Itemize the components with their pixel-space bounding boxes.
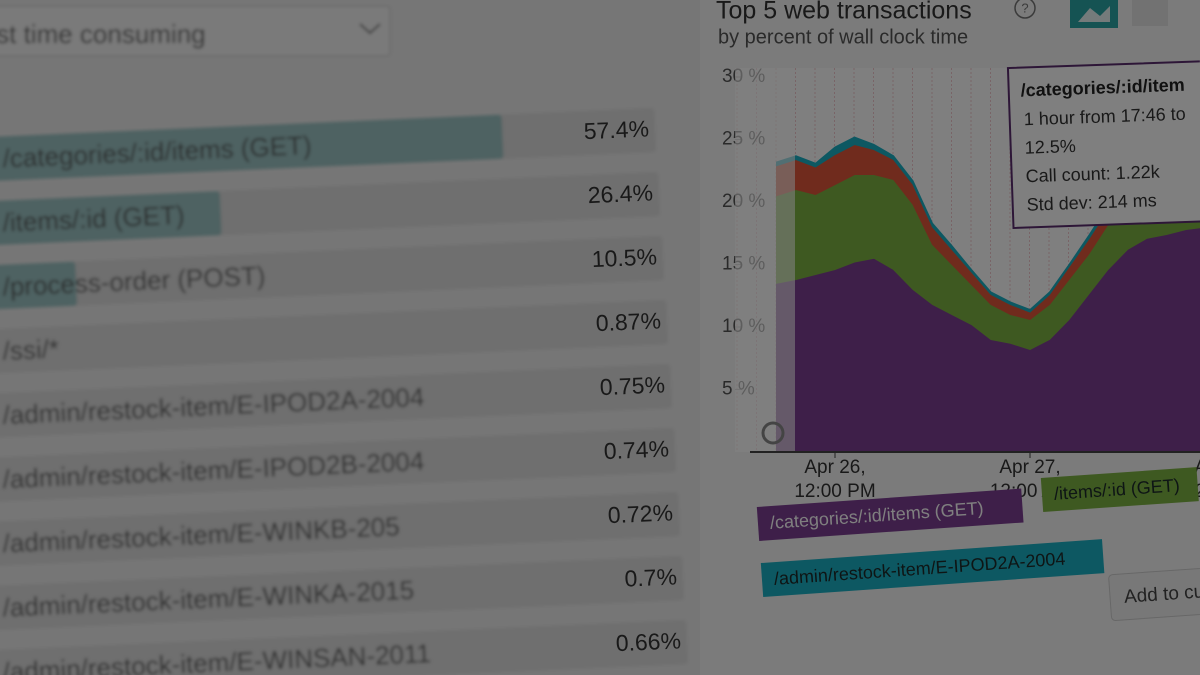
help-icon-mark: ?: [1021, 0, 1028, 15]
transaction-row: /categories/:id/items (GET)57.4%: [0, 108, 656, 182]
row-blurred: /admin/restock-item/E-IPOD2A-2004: [0, 364, 672, 438]
label-line: 12:00 PM: [794, 481, 875, 502]
row-value: 0.74%: [603, 435, 669, 464]
transaction-row: /admin/restock-item/E-WINSAN-2011 0.66%: [0, 620, 688, 675]
dropdown[interactable]: Most time consuming: [0, 5, 391, 57]
row-value: 0.66%: [615, 627, 681, 656]
row-value: 0.87%: [595, 307, 661, 336]
transaction-row: /admin/restock-item/E-WINKA-2015 0.7%: [0, 556, 684, 631]
transaction-row: /admin/restock-item/E-IPOD2A-2004 0.75%: [0, 364, 672, 438]
transaction-row: /ssi/* 0.87%: [0, 300, 668, 374]
row-value: 57.4%: [583, 115, 649, 144]
transaction-row: /process-order (POST)10.5%: [0, 236, 664, 310]
dropdown-label: Most time consuming: [0, 19, 206, 49]
transaction-row: /admin/restock-item/E-IPOD2B-2004 0.74%: [0, 428, 676, 503]
transaction-list: /categories/:id/items (GET)57.4%/items/:…: [0, 108, 688, 675]
label-line: Apr 27,: [999, 457, 1060, 478]
tooltip-line: 12.5%: [1024, 136, 1076, 158]
selection-fade: [735, 68, 795, 452]
row-blurred: /ssi/*: [0, 300, 668, 374]
row-value: 10.5%: [591, 243, 657, 272]
row-name: /ssi/*: [2, 333, 60, 365]
row-blurred: /admin/restock-item/E-WINSAN-2011: [0, 620, 688, 675]
add-button[interactable]: Add to cu: [1108, 566, 1200, 621]
label-line: Apr 26,: [804, 457, 865, 478]
row-blurred: /admin/restock-item/E-IPOD2B-2004: [0, 428, 676, 503]
row-blurred: /process-order (POST): [0, 236, 664, 310]
transaction-row: /items/:id (GET)26.4%: [0, 172, 660, 246]
row-value: 0.72%: [607, 499, 673, 528]
row-track: [0, 300, 668, 374]
row-value: 26.4%: [587, 179, 653, 208]
transaction-row: /admin/restock-item/E-WINKB-205 0.72%: [0, 492, 680, 567]
row-blurred: /admin/restock-item/E-WINKB-205: [0, 492, 680, 567]
chart-title: Top 5 web transactions: [716, 0, 972, 25]
chart-type-bar[interactable]: [1132, 0, 1168, 26]
row-value: 0.7%: [624, 563, 678, 591]
row-blurred: /items/:id (GET): [0, 172, 660, 246]
row-blurred: /admin/restock-item/E-WINKA-2015: [0, 556, 684, 631]
chart-subtitle: by percent of wall clock time: [718, 26, 968, 48]
row-blurred: /categories/:id/items (GET): [0, 108, 656, 182]
row-value: 0.75%: [599, 371, 665, 400]
